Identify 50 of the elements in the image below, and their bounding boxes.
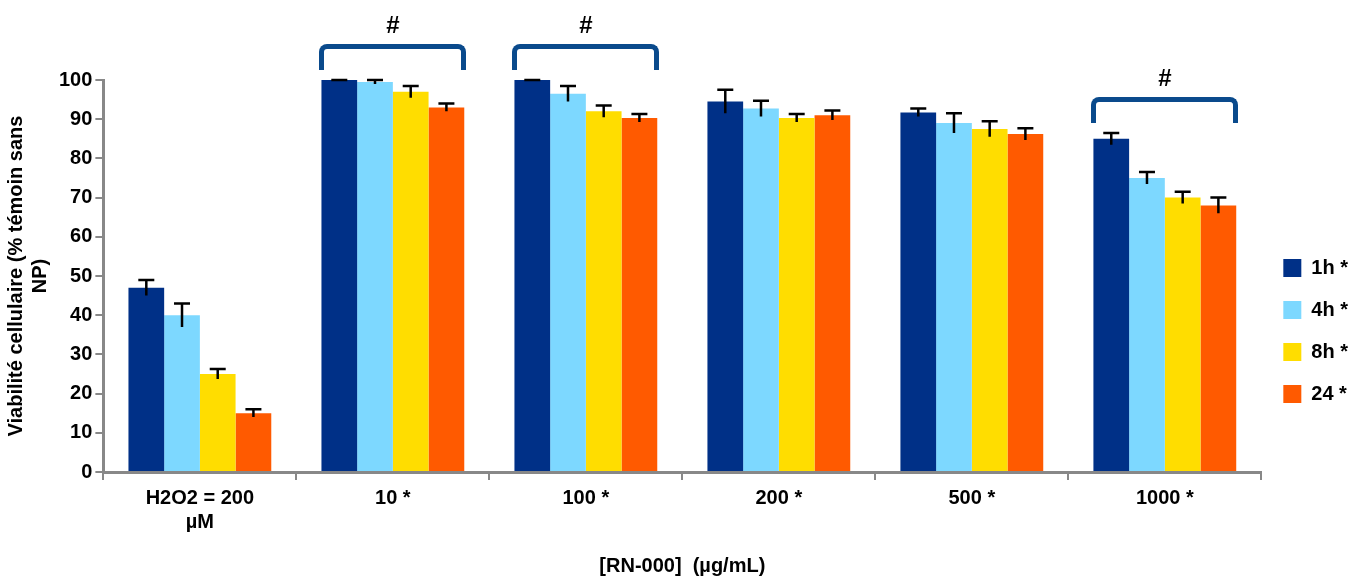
legend-label: 4h * <box>1311 297 1349 320</box>
bar <box>128 287 165 471</box>
bar <box>1200 205 1237 471</box>
legend-label: 8h * <box>1311 339 1349 362</box>
y-tick-label: 10 <box>70 420 93 443</box>
x-tick-label: H2O2 = 200 µM <box>145 485 255 532</box>
bar <box>514 80 551 471</box>
bar <box>900 112 937 471</box>
x-tick-label: 100 * <box>562 485 610 508</box>
bar <box>1129 178 1165 471</box>
bar <box>971 129 1008 471</box>
y-tick-label: 100 <box>58 67 93 90</box>
x-axis-title: [RN-000] (µg/mL) <box>599 553 766 576</box>
x-tick-label: 200 * <box>755 485 803 508</box>
bar <box>1164 197 1201 471</box>
y-tick-label: 40 <box>70 302 93 325</box>
bar <box>321 80 358 471</box>
x-tick-label: 10 * <box>375 485 411 508</box>
y-axis-title: Viabilité cellulaire (% témoin sans NP) <box>3 115 50 437</box>
y-tick-label: 60 <box>70 224 93 247</box>
bar <box>550 93 586 471</box>
bar <box>1093 138 1130 471</box>
bar <box>936 123 972 471</box>
bar <box>357 81 393 471</box>
bar <box>621 118 658 471</box>
x-tick-label: 1000 * <box>1135 485 1194 508</box>
y-tick-label: 30 <box>70 341 93 364</box>
text: # <box>579 10 593 38</box>
bar <box>235 413 272 471</box>
bar <box>199 374 236 471</box>
legend-label: 24 * <box>1311 381 1348 404</box>
bar <box>814 115 851 471</box>
text: # <box>386 10 400 38</box>
annotation: # <box>1158 63 1172 91</box>
bar <box>164 315 200 471</box>
legend-label: 1h * <box>1311 255 1349 278</box>
y-tick-label: 20 <box>70 381 93 404</box>
x-tick-label: 500 * <box>948 485 996 508</box>
y-tick-label: 90 <box>70 106 93 129</box>
bar <box>428 107 465 471</box>
y-tick-label: 0 <box>81 459 93 482</box>
y-tick-label: 80 <box>70 145 93 168</box>
bar <box>392 91 429 471</box>
bar <box>585 111 622 471</box>
y-tick-label: 70 <box>70 185 93 208</box>
bar <box>743 108 779 471</box>
bar <box>1007 134 1044 471</box>
bar <box>778 118 815 471</box>
bar <box>707 101 744 471</box>
y-tick-label: 50 <box>70 263 93 286</box>
